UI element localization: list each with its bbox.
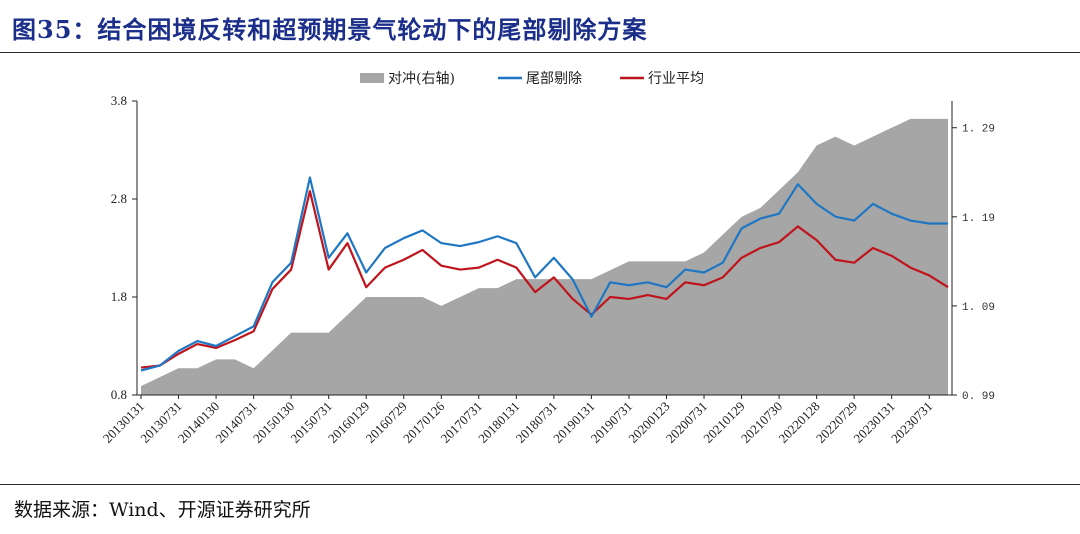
hedge-area-layer (141, 118, 948, 395)
hedge-area (141, 118, 948, 395)
left-tick-label: 2.8 (111, 191, 127, 206)
legend-label: 行业平均 (648, 71, 704, 87)
legend: 对冲(右轴) 尾部剔除 行业平均 (360, 71, 704, 87)
chart: 对冲(右轴) 尾部剔除 行业平均 0.8 1.8 2.8 3.8 0. 99 1. 09 1. … (100, 71, 995, 446)
footer-divider (0, 484, 1080, 485)
source-note: 数据来源：Wind、开源证券研究所 (14, 499, 311, 521)
right-tick-label: 1. 19 (962, 213, 995, 225)
left-tick-label: 0.8 (111, 387, 127, 402)
left-tick-label: 3.8 (111, 93, 127, 108)
tail-removal-line (140, 176, 948, 372)
right-tick-label: 1. 09 (962, 302, 995, 314)
legend-label: 尾部剔除 (526, 71, 582, 87)
figure-title: 图35：结合困境反转和超预期景气轮动下的尾部剔除方案 (12, 15, 648, 44)
legend-label: 对冲(右轴) (388, 71, 455, 87)
left-tick-label: 1.8 (111, 289, 127, 304)
title-divider (0, 52, 1080, 53)
right-tick-label: 1. 29 (962, 124, 995, 136)
industry-average-line (140, 190, 949, 369)
right-tick-label: 0. 99 (962, 391, 995, 403)
legend-swatch-hedge (360, 73, 384, 83)
line-layer (140, 176, 949, 372)
x-tick-label: 20230731 (888, 399, 935, 446)
